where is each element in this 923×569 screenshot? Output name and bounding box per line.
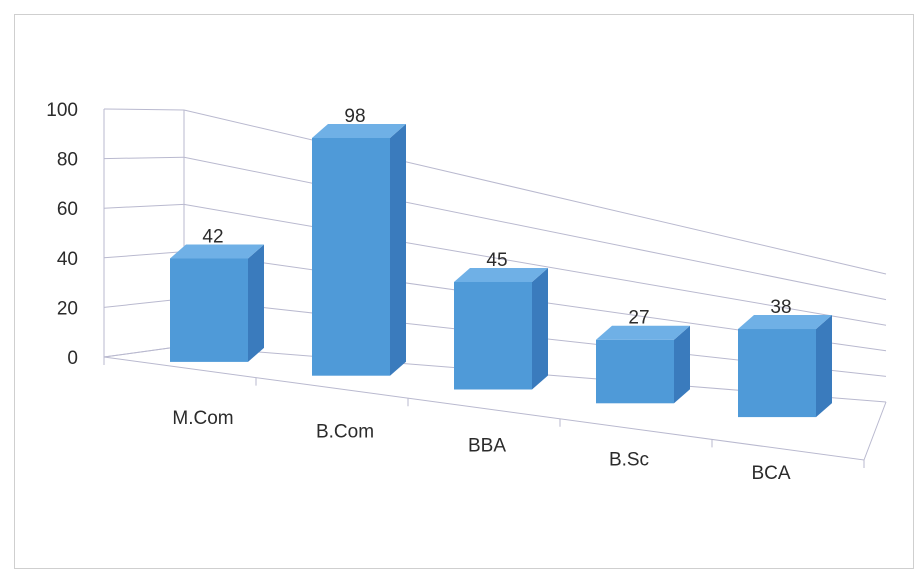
- bar: [738, 315, 832, 418]
- bar-top: [738, 315, 832, 330]
- bar-side: [674, 325, 690, 404]
- bar-front: [312, 137, 390, 376]
- bar-chart-3d: 0 20 40 60 80 100 42 M.Com 98 B.Com 45 BBA 27 B.Sc 38…: [46, 100, 887, 484]
- bar-front: [454, 281, 532, 390]
- y-tick-label: 40: [57, 249, 78, 270]
- bars-layer: [170, 123, 832, 418]
- x-tick-label: BCA: [751, 463, 790, 484]
- bar-side: [390, 123, 406, 376]
- x-tick-label: B.Com: [316, 422, 374, 443]
- x-tick-label: BBA: [468, 436, 506, 457]
- bar-top: [170, 244, 264, 259]
- bar: [170, 244, 264, 362]
- y-tick-label: 80: [57, 150, 78, 171]
- gridline-side: [103, 156, 185, 160]
- bar-top: [596, 325, 690, 340]
- bar-front: [596, 339, 674, 404]
- data-label: 38: [770, 297, 791, 318]
- y-tick-label: 100: [46, 100, 78, 121]
- y-tick-label: 60: [57, 199, 78, 220]
- x-tick-label: B.Sc: [609, 449, 649, 470]
- bar-side: [816, 315, 832, 418]
- gridline-side: [103, 108, 185, 111]
- bar-front: [170, 258, 248, 362]
- bar-side: [532, 267, 548, 390]
- bar-side: [248, 244, 264, 362]
- bar-front: [738, 329, 816, 418]
- data-label: 27: [628, 308, 649, 329]
- gridline: [183, 156, 887, 301]
- bar: [454, 267, 548, 390]
- bar-top: [454, 267, 548, 282]
- bar: [312, 123, 406, 376]
- axis-layer: 0 20 40 60 80 100: [46, 100, 887, 468]
- gridline: [183, 109, 887, 275]
- data-label: 45: [486, 250, 507, 271]
- bar-top: [312, 123, 406, 138]
- chart-area: 0 20 40 60 80 100 42 M.Com 98 B.Com 45 BBA 27 B.Sc 38…: [6, 4, 914, 569]
- data-label: 98: [344, 106, 365, 127]
- bar: [596, 325, 690, 404]
- gridline: [183, 203, 887, 326]
- labels-layer: 42 M.Com 98 B.Com 45 BBA 27 B.Sc 38 BCA: [172, 106, 791, 484]
- gridline-side: [103, 251, 185, 259]
- gridline-side: [103, 203, 185, 209]
- x-tick-label: M.Com: [172, 408, 233, 429]
- y-tick-label: 0: [67, 348, 78, 369]
- data-label: 42: [202, 226, 223, 247]
- y-tick-label: 20: [57, 298, 78, 319]
